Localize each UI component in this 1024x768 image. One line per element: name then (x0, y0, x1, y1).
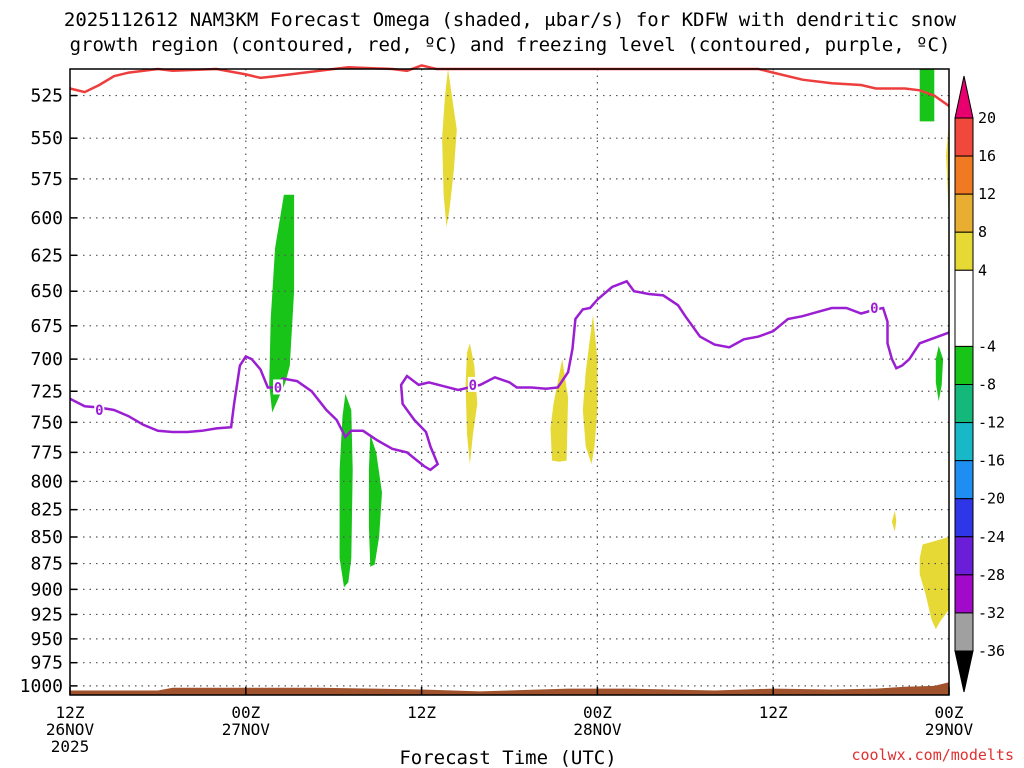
omega-region-1 (339, 393, 353, 588)
colorbar-bin-3 (954, 193, 974, 233)
y-tick-label-875: 875 (30, 554, 63, 575)
y-tick-label-675: 675 (30, 316, 63, 337)
colorbar-top-triangle (954, 75, 974, 119)
y-tick-label-550: 550 (30, 128, 63, 149)
y-tick-label-525: 525 (30, 86, 63, 107)
colorbar-bin-10 (954, 498, 974, 538)
colorbar-label-7: -12 (978, 414, 1005, 432)
chart-title-line-2: growth region (contoured, red, ºC) and f… (70, 34, 951, 56)
colorbar-label-6: -8 (978, 376, 996, 394)
x-tick-label-5-1: 29NOV (925, 720, 974, 739)
y-tick-label-1000: 1000 (20, 676, 63, 697)
omega-region-4 (935, 345, 944, 402)
y-tick-label-850: 850 (30, 527, 63, 548)
x-tick-label-3-0: 00Z (583, 703, 612, 722)
y-tick-label-900: 900 (30, 579, 63, 600)
contour-labels: 0 0 0 0 (94, 299, 880, 419)
colorbar-bin-5 (954, 269, 974, 347)
colorbar-label-4: 4 (978, 261, 987, 279)
colorbar-bin-6 (954, 345, 974, 385)
y-tick-label-600: 600 (30, 208, 63, 229)
x-tick-label-0-1: 26NOV (46, 720, 95, 739)
y-tick-label-825: 825 (30, 500, 63, 521)
contour-label-3: 0 (870, 301, 878, 317)
y-tick-label-625: 625 (30, 245, 63, 266)
contour-label-bg-2 (467, 376, 478, 392)
colorbar-label-3: 8 (978, 223, 987, 241)
contour-label-bg-3 (869, 299, 880, 315)
contour-label-bg-0 (94, 402, 105, 418)
colorbar-label-10: -24 (978, 528, 1005, 546)
y-axis-ticks: 525 550 575 600 625 650 675 700 725 750 775 800 825 8… (20, 86, 77, 697)
colorbar-bin-4 (954, 231, 974, 271)
colorbar-label-1: 16 (978, 147, 996, 165)
colorbar-bin-9 (954, 460, 974, 500)
x-tick-label-1-0: 00Z (231, 703, 260, 722)
y-tick-label-925: 925 (30, 604, 63, 625)
omega-region-8 (582, 314, 598, 465)
credit-text: coolwx.com/modelts (851, 746, 1014, 764)
grid-lines (70, 69, 949, 695)
plot-frame (69, 68, 950, 696)
colorbar-bin-13 (954, 612, 974, 652)
colorbar-bin-11 (954, 536, 974, 576)
contour-label-0: 0 (95, 403, 103, 419)
ground-terrain (70, 682, 949, 695)
omega-region-3 (919, 69, 935, 122)
freezing-level-contour (69, 279, 950, 472)
y-tick-label-700: 700 (30, 349, 63, 370)
x-tick-label-2-0: 12Z (407, 703, 436, 722)
omega-region-0 (269, 194, 295, 413)
colorbar-label-13: -36 (978, 642, 1005, 660)
colorbar-bin-2 (954, 155, 974, 195)
colorbar: 20 16 12 8 4 -4 -8 -12 -16 -20 -24 -28 -32 -36 (954, 75, 1005, 693)
colorbar-label-5: -4 (978, 337, 996, 355)
y-tick-label-575: 575 (30, 169, 63, 190)
colorbar-bottom-triangle (954, 650, 974, 693)
x-tick-label-1-1: 27NOV (222, 720, 271, 739)
omega-region-7 (550, 359, 569, 462)
colorbar-label-11: -28 (978, 566, 1005, 584)
omega-region-2 (368, 434, 382, 567)
y-tick-label-650: 650 (30, 281, 63, 302)
chart-title-line-1: 2025112612 NAM3KM Forecast Omega (shaded… (64, 9, 957, 31)
contour-label-1: 0 (274, 380, 282, 396)
omega-region-10 (919, 537, 949, 630)
colorbar-bin-1 (954, 117, 974, 157)
omega-shaded-regions (269, 69, 949, 630)
y-tick-label-775: 775 (30, 442, 63, 463)
colorbar-label-12: -32 (978, 604, 1005, 622)
colorbar-label-9: -20 (978, 490, 1005, 508)
dendritic-growth-contour (69, 64, 950, 108)
colorbar-label-2: 12 (978, 185, 996, 203)
x-tick-label-3-1: 28NOV (573, 720, 622, 739)
contour-label-2: 0 (469, 378, 477, 394)
omega-region-5 (442, 69, 457, 227)
colorbar-bin-8 (954, 422, 974, 462)
colorbar-bin-7 (954, 384, 974, 424)
colorbar-label-0: 20 (978, 109, 996, 127)
contour-label-bg-1 (273, 379, 284, 395)
x-tick-label-0-2: 2025 (51, 737, 90, 756)
colorbar-bin-12 (954, 574, 974, 614)
x-tick-label-0-0: 12Z (56, 703, 85, 722)
colorbar-label-8: -16 (978, 452, 1005, 470)
y-tick-label-725: 725 (30, 381, 63, 402)
x-tick-label-5-0: 00Z (935, 703, 964, 722)
x-axis-label: Forecast Time (UTC) (399, 747, 616, 768)
y-tick-label-800: 800 (30, 471, 63, 492)
y-tick-label-950: 950 (30, 629, 63, 650)
omega-region-6 (465, 343, 478, 465)
omega-region-9 (891, 510, 897, 532)
y-tick-label-975: 975 (30, 653, 63, 674)
x-tick-label-4-0: 12Z (759, 703, 788, 722)
y-tick-label-750: 750 (30, 412, 63, 433)
